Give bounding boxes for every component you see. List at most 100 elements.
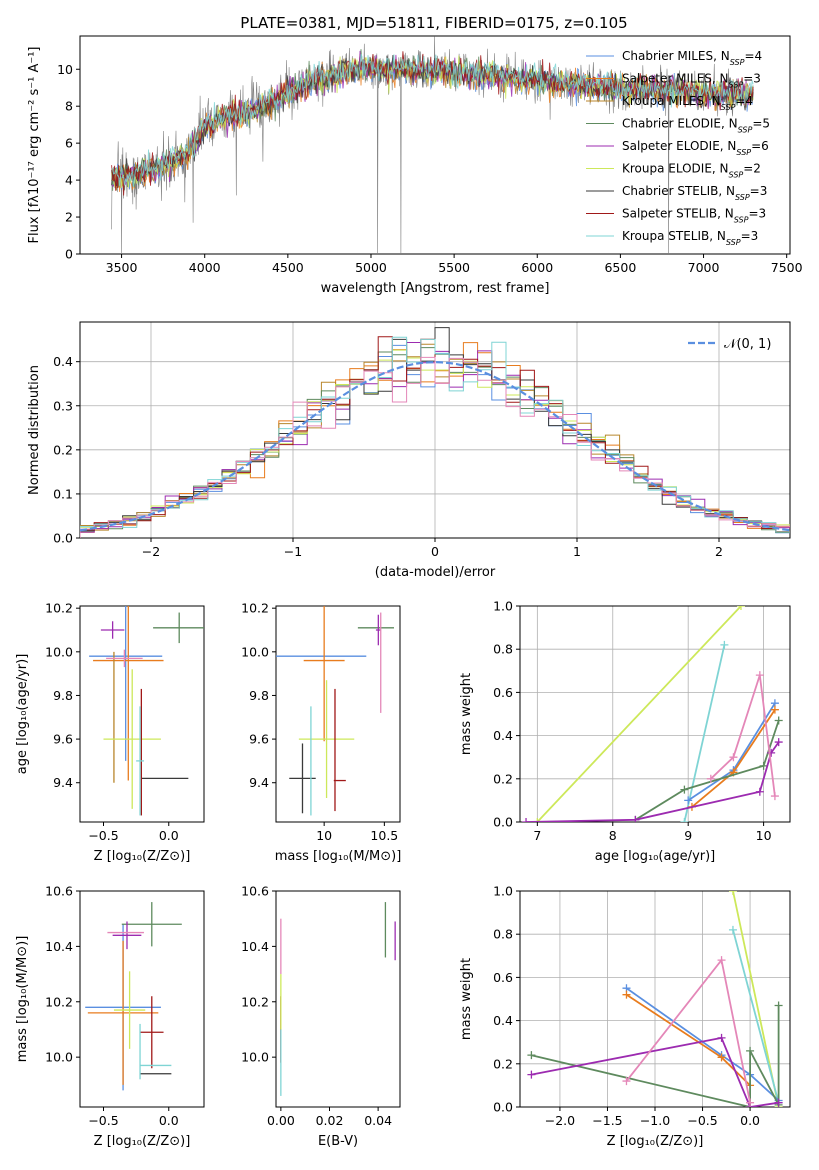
errorbars (280, 902, 396, 1096)
x-tick-label: 0.02 (316, 1113, 344, 1128)
y-tick-label: 10.4 (45, 939, 73, 954)
y-tick-label: 0.2 (493, 1056, 513, 1071)
y-tick-label: 4 (65, 173, 73, 188)
plot-frame (275, 605, 401, 823)
errorbars (89, 606, 204, 816)
legend-subscript: SSP (726, 238, 741, 247)
weight-marker (770, 792, 779, 801)
y-tick-label: 10.0 (241, 1050, 269, 1065)
y-tick-label: 10.0 (45, 644, 73, 659)
weight-marker (684, 796, 693, 805)
y-tick-label: 10.2 (241, 601, 269, 616)
y-tick-label: 10 (57, 62, 73, 77)
y-tick-label: 9.6 (249, 732, 269, 747)
y-tick-label: 0.4 (493, 1013, 513, 1028)
x-tick-label: 8 (609, 828, 617, 843)
weight-series (536, 606, 742, 822)
plot-frame (79, 35, 791, 255)
x-axis-label: (data-model)/error (375, 565, 496, 580)
legend-subscript: SSP (721, 103, 736, 112)
axes-z-mass: −0.5 0.0 10.0 10.2 10.4 10.6 Z [log₁₀(Z/Z⊙)] ma… (15, 884, 205, 1149)
x-tick-label: −0.5 (88, 1113, 118, 1128)
plot-frame (275, 890, 401, 1108)
x-tick-label: 0 (431, 544, 439, 559)
y-tick-label: 6 (65, 136, 73, 151)
x-tick-label: 6500 (604, 260, 636, 275)
errorbars (85, 902, 182, 1091)
y-tick-label: 9.6 (53, 732, 73, 747)
axes-spectrum: 3500 4000 4500 5000 5500 6000 6500 7000 7500 0 2 4 6… (27, 35, 803, 296)
y-tick-label: 0 (65, 247, 73, 262)
y-axis-label: Flux [fλ10⁻¹⁷ erg cm⁻² s⁻¹ A⁻¹] (27, 47, 42, 244)
y-tick-label: 0.0 (493, 815, 513, 830)
y-tick-label: 10.2 (241, 994, 269, 1009)
x-tick-label: 7 (533, 828, 541, 843)
y-tick-label: 10.6 (241, 884, 269, 899)
y-axis-label: mass weight (459, 673, 474, 755)
legend-subscript: SSP (734, 215, 749, 224)
legend-n: =6 (751, 139, 769, 153)
weight-series (732, 929, 780, 1103)
y-tick-label: 10.0 (241, 644, 269, 659)
weight-marker (729, 753, 738, 762)
y-tick-label: 0.4 (493, 728, 513, 743)
x-tick-label: 10.5 (370, 828, 398, 843)
weight-lines (522, 606, 783, 822)
x-tick-label: 7500 (771, 260, 803, 275)
weight-marker (680, 818, 689, 822)
legend-entry: Kroupa STELIB, NSSP=3 (622, 229, 758, 247)
axes-mass-age: 10 10.5 9.4 9.6 9.8 10.0 10.2 mass [log₁₀(M/M⊙)… (241, 601, 402, 864)
weight-marker (717, 1033, 726, 1042)
y-axis-label: age [log₁₀(age/yr)] (15, 654, 30, 775)
legend-subscript: SSP (735, 193, 750, 202)
legend-n: =4 (735, 94, 753, 108)
weight-marker (631, 815, 640, 822)
x-tick-label: 0.04 (364, 1113, 392, 1128)
x-axis-label: Z [log₁₀(Z/Z⊙)] (94, 849, 191, 864)
weight-marker (706, 774, 715, 783)
weight-marker (533, 818, 542, 822)
axes-z-age: −0.5 0.0 9.4 9.6 9.8 10.0 10.2 Z [log₁₀(Z/Z⊙)] a… (15, 601, 205, 864)
legend-n: =3 (741, 229, 759, 243)
y-tick-label: 9.4 (53, 775, 73, 790)
x-tick-label: 6000 (521, 260, 553, 275)
y-tick-label: 10.6 (45, 884, 73, 899)
weight-marker (755, 787, 764, 796)
x-tick-label: −2.0 (545, 1113, 575, 1128)
legend-n: =3 (748, 207, 766, 221)
weight-marker (774, 1001, 783, 1010)
spectrum-lines (111, 36, 754, 254)
legend-entry: Salpeter MILES, NSSP=3 (622, 72, 761, 90)
weight-marker (728, 891, 737, 895)
y-tick-label: 0.2 (493, 771, 513, 786)
x-tick-label: 0.0 (159, 828, 179, 843)
y-tick-label: 0.2 (53, 442, 73, 457)
weight-marker (527, 1051, 536, 1060)
x-tick-label: 0.0 (159, 1113, 179, 1128)
legend-subscript: SSP (729, 170, 744, 179)
weight-marker (717, 1053, 726, 1062)
x-tick-label: 10 (316, 828, 332, 843)
weight-marker (746, 1046, 755, 1055)
weight-marker (728, 925, 737, 934)
y-tick-label: 9.8 (53, 688, 73, 703)
weight-marker (736, 606, 745, 610)
x-tick-label: −1 (284, 544, 302, 559)
plot-frame (519, 605, 791, 823)
x-axis-label: mass [log₁₀(M/M⊙)] (275, 849, 402, 864)
y-tick-label: 10.4 (241, 939, 269, 954)
x-tick-label: 4500 (272, 260, 304, 275)
weight-marker (759, 761, 768, 770)
x-tick-label: 0.0 (740, 1113, 760, 1128)
y-tick-label: 0.0 (493, 1100, 513, 1115)
weight-marker (746, 1098, 755, 1107)
legend-subscript: SSP (738, 125, 753, 134)
legend-entry: 𝒩(0, 1) (724, 337, 771, 352)
axes-residuals: −2 −1 0 1 2 0.0 0.1 0.2 0.3 0.4 (data-model)/error… (27, 321, 791, 580)
y-tick-label: 10.2 (45, 994, 73, 1009)
y-axis-label: Normed distribution (27, 365, 42, 495)
weight-marker (622, 1077, 631, 1086)
y-tick-label: 0.4 (53, 354, 73, 369)
weight-marker (755, 671, 764, 680)
legend-subscript: SSP (729, 80, 744, 89)
